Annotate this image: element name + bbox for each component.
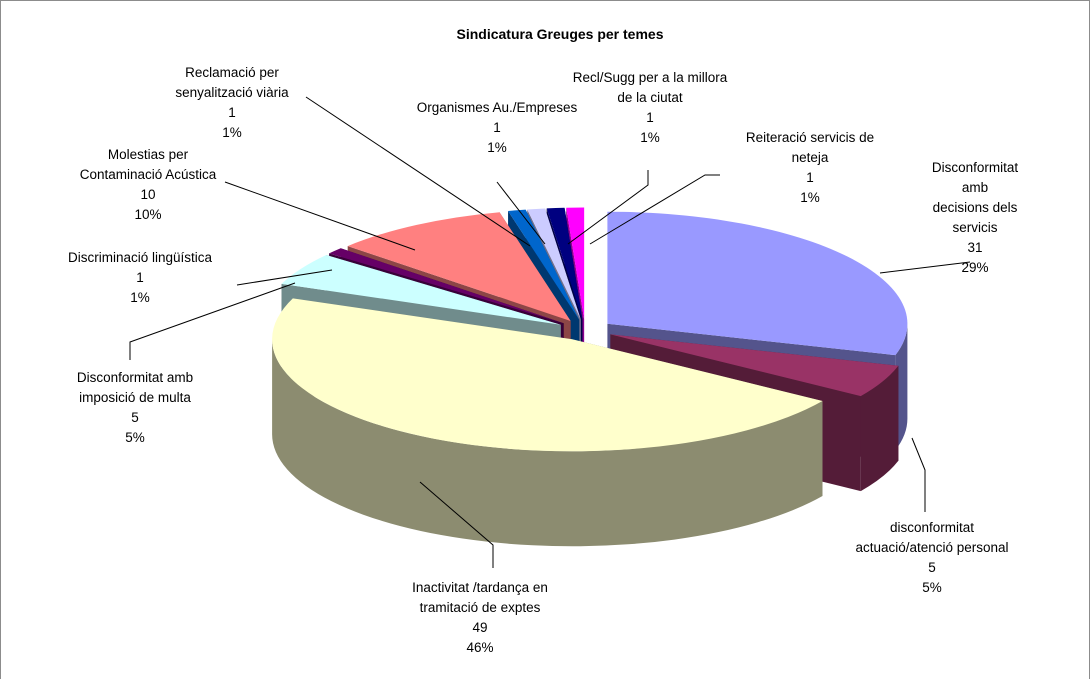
label-percent: 1%: [130, 290, 150, 305]
slice-top: [527, 208, 581, 320]
label-value: 5: [131, 410, 139, 425]
label-value: 1: [228, 105, 236, 120]
label-value: 5: [928, 560, 936, 575]
label-percent: 5%: [922, 580, 942, 595]
label-percent: 1%: [487, 140, 507, 155]
slice-top: [329, 248, 564, 324]
leader-line: [879, 261, 971, 274]
slice-side: [860, 365, 899, 492]
data-label: Disconformitat amb decisions dels servic…: [917, 158, 1033, 278]
data-label: Disconformitat amb imposició de multa 5 5%: [77, 368, 193, 448]
label-percent: 29%: [961, 260, 989, 275]
data-label: Reclamació per senyalització viària 1 1%: [175, 63, 288, 143]
data-label: Reiteració servicis de neteja 1 1%: [746, 128, 874, 208]
leader-line: [589, 174, 720, 245]
slice-side: [272, 339, 823, 547]
label-value: 49: [472, 620, 488, 635]
label-percent: 1%: [640, 130, 660, 145]
leader-line: [305, 96, 531, 247]
slice-top: [281, 254, 561, 325]
slice-side: [895, 323, 908, 451]
label-value: 31: [967, 240, 983, 255]
label-name: Reclamació per senyalització viària: [175, 65, 289, 100]
label-value: 1: [136, 270, 144, 285]
slice-top: [347, 212, 571, 322]
leader-line: [236, 269, 333, 286]
label-name: Reiteració servicis de neteja: [745, 130, 875, 165]
leader-line: [496, 181, 546, 245]
data-label: Recl/Sugg per a la millora de la ciutat 1…: [573, 68, 728, 148]
label-percent: 5%: [125, 430, 145, 445]
pie: [272, 207, 908, 547]
slice: [272, 298, 823, 547]
leader-line: [911, 437, 926, 512]
label-percent: 10%: [134, 207, 162, 222]
label-name: disconformitat actuació/atenció personal: [855, 520, 1009, 555]
label-value: 10: [140, 187, 156, 202]
slice-top: [607, 211, 908, 356]
leader-lines: [129, 96, 971, 568]
leader-line: [419, 481, 494, 568]
data-label: Discriminació lingüística 1 1%: [68, 248, 212, 308]
label-percent: 46%: [466, 640, 494, 655]
slice-top: [272, 298, 823, 452]
data-label: disconformitat actuació/atenció personal…: [855, 518, 1008, 598]
slice-top: [508, 209, 580, 320]
data-label: Molestias per Contaminació Acústica 10 10%: [80, 145, 217, 225]
label-value: 1: [806, 170, 814, 185]
label-value: 1: [646, 110, 654, 125]
slice-top: [610, 334, 899, 397]
leader-line: [224, 181, 416, 251]
chart-title: Sindicatura Greuges per temes: [456, 26, 664, 42]
label-name: Disconformitat amb imposició de multa: [76, 370, 194, 405]
label-name: Organismes Au./Empreses: [416, 100, 578, 115]
slice-top: [546, 207, 583, 320]
label-percent: 1%: [800, 190, 820, 205]
label-name: Inactivitat /tardança en tramitació de e…: [412, 580, 548, 615]
leader-line: [129, 282, 296, 360]
data-label: Organismes Au./Empreses 1 1%: [417, 98, 578, 158]
leader-line: [567, 170, 649, 245]
label-percent: 1%: [222, 125, 242, 140]
data-label: Inactivitat /tardança en tramitació de e…: [412, 578, 548, 658]
label-name: Disconformitat amb decisions dels servic…: [931, 160, 1019, 235]
label-name: Molestias per Contaminació Acústica: [79, 147, 217, 182]
label-name: Recl/Sugg per a la millora de la ciutat: [572, 70, 728, 105]
label-value: 1: [493, 120, 501, 135]
label-name: Discriminació lingüística: [67, 250, 213, 265]
